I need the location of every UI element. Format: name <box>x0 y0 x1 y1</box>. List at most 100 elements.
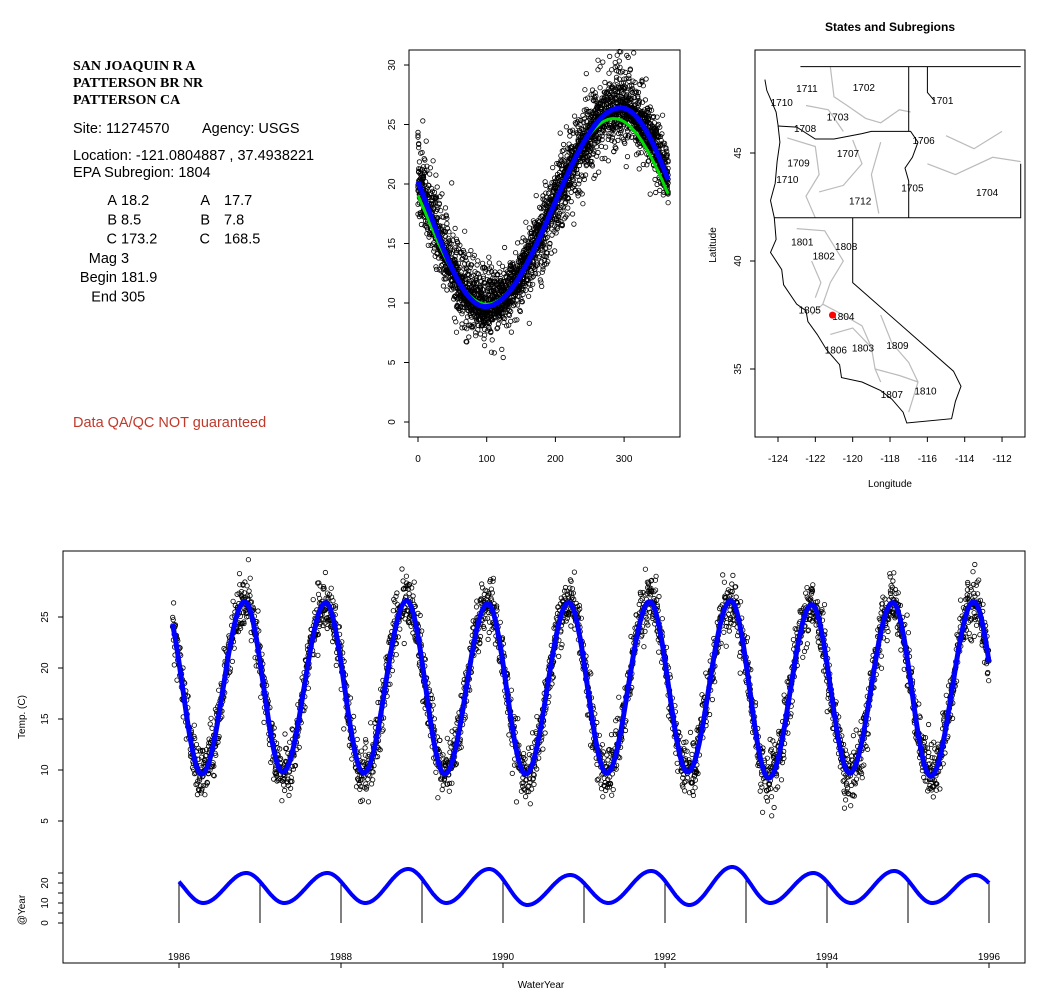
data-point <box>542 730 548 736</box>
data-point <box>350 713 357 720</box>
data-point <box>647 191 653 197</box>
data-point <box>663 146 669 152</box>
subregion-boundary <box>874 368 919 383</box>
data-point <box>477 275 483 281</box>
data-point <box>606 70 612 76</box>
data-point <box>523 287 529 293</box>
param-label: End <box>91 290 117 306</box>
subregion-label: 1705 <box>901 184 924 195</box>
data-point <box>427 171 433 177</box>
data-point <box>595 67 601 73</box>
data-point <box>466 252 472 258</box>
data-point <box>520 291 526 297</box>
data-point <box>523 219 529 225</box>
data-point <box>575 131 581 137</box>
data-point <box>569 586 576 592</box>
data-point <box>433 172 439 178</box>
subregion-boundary <box>818 139 863 193</box>
param-label: Begin <box>80 270 117 286</box>
data-point <box>533 193 539 199</box>
data-point <box>282 731 288 737</box>
data-point <box>665 200 671 206</box>
x-tick-label: -124 <box>768 454 788 465</box>
data-point <box>514 302 521 308</box>
lower-y-tick-label: 20 <box>40 877 51 889</box>
data-point <box>207 721 213 727</box>
data-point <box>466 334 472 340</box>
data-point <box>410 593 416 599</box>
data-point <box>522 793 529 800</box>
data-point <box>621 139 627 145</box>
data-point <box>509 770 515 777</box>
data-point <box>529 275 535 281</box>
data-point <box>389 667 395 674</box>
data-point <box>497 275 503 282</box>
data-point <box>433 769 439 775</box>
data-point <box>483 266 489 272</box>
data-point <box>598 143 605 149</box>
data-point <box>425 242 431 248</box>
data-point <box>569 211 576 217</box>
subregion-label: 1712 <box>849 197 872 208</box>
param-value: 181.9 <box>121 270 157 286</box>
data-point <box>592 172 598 178</box>
y-tick-label: 25 <box>387 119 398 131</box>
data-point <box>191 722 197 728</box>
data-point <box>395 634 401 640</box>
data-point <box>279 798 285 804</box>
x-tick-label: -112 <box>992 454 1012 465</box>
data-point <box>539 269 545 275</box>
data-point <box>525 293 532 299</box>
data-point <box>506 312 512 318</box>
data-point <box>474 262 480 268</box>
data-point <box>506 307 512 313</box>
data-point <box>506 732 512 738</box>
data-point <box>365 799 372 805</box>
subregion-label: 1706 <box>913 136 936 147</box>
data-point <box>229 658 235 665</box>
data-point <box>488 316 495 322</box>
data-point <box>636 166 642 172</box>
y-tick-label: 15 <box>40 713 51 725</box>
data-point <box>508 329 514 335</box>
data-point <box>633 89 640 95</box>
map-title: States and Subregions <box>825 20 955 34</box>
data-point <box>423 138 429 144</box>
data-point <box>653 130 660 136</box>
data-point <box>247 575 253 581</box>
data-point <box>261 719 267 726</box>
data-point <box>236 570 243 577</box>
data-point <box>462 228 468 234</box>
data-point <box>659 112 666 118</box>
data-point <box>508 318 514 324</box>
y-tick-label: 15 <box>387 238 398 250</box>
data-point <box>541 197 548 203</box>
data-point <box>580 112 586 119</box>
data-point <box>514 317 520 323</box>
y-tick-label: 45 <box>733 147 744 159</box>
data-point <box>440 283 446 289</box>
data-point <box>588 92 594 98</box>
data-point <box>583 71 589 77</box>
data-point <box>248 638 254 644</box>
data-point <box>420 118 426 124</box>
x-tick-label: -120 <box>843 454 863 465</box>
data-point <box>499 346 505 352</box>
subregion-label: 1808 <box>835 242 858 253</box>
data-point <box>286 792 292 799</box>
data-point <box>568 623 574 629</box>
data-point <box>593 144 600 150</box>
data-point <box>468 262 475 268</box>
data-point <box>435 795 441 801</box>
data-point <box>526 320 532 326</box>
data-point <box>653 189 659 196</box>
data-point <box>655 121 662 128</box>
data-point <box>430 158 436 164</box>
data-point <box>517 308 524 315</box>
y-tick-label: 10 <box>387 297 398 309</box>
data-point <box>485 636 491 643</box>
data-point <box>595 57 601 63</box>
data-point <box>612 59 618 66</box>
data-point <box>618 127 625 133</box>
